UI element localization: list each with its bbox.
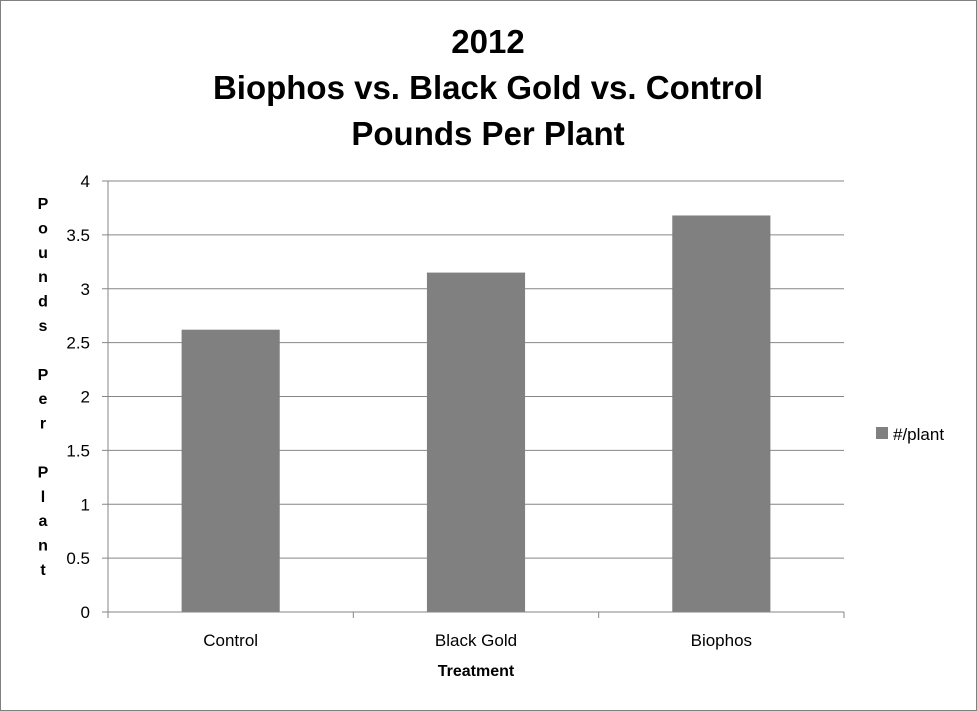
y-tick-label: 0.5 [66, 549, 90, 568]
y-axis-title-char: u [38, 245, 48, 262]
chart-title-line-3: Pounds Per Plant [351, 115, 624, 152]
y-axis-title-char: e [39, 391, 48, 408]
y-tick-label: 2.5 [66, 334, 90, 353]
y-tick-label: 0 [81, 603, 90, 622]
y-axis-title-char: n [38, 269, 48, 286]
x-tick-label: Black Gold [435, 631, 517, 650]
y-tick-labels: 0 0.5 1 1.5 2 2.5 3 3.5 4 [66, 172, 90, 622]
y-axis-title-char: n [38, 538, 48, 555]
bar-black-gold [426, 272, 526, 612]
x-axis-title: Treatment [438, 663, 515, 680]
y-axis-title-char: t [40, 562, 46, 579]
y-axis-title-char: a [39, 513, 48, 530]
y-tick-label: 3 [81, 280, 90, 299]
x-tick-label: Control [203, 631, 258, 650]
y-tick-label: 3.5 [66, 226, 90, 245]
y-axis-title-char: P [38, 196, 49, 213]
chart-title-line-2: Biophos vs. Black Gold vs. Control [213, 69, 763, 106]
y-axis-title-char: o [38, 220, 48, 237]
bar-biophos [672, 215, 771, 613]
y-axis-title-char: P [38, 367, 49, 384]
y-axis-title-char: l [41, 489, 45, 506]
y-tick-label: 1.5 [66, 441, 90, 460]
y-tick-label: 1 [81, 495, 90, 514]
chart-title: 2012 Biophos vs. Black Gold vs. Control … [213, 23, 763, 152]
y-axis-title-char: d [38, 294, 48, 311]
y-tick-label: 2 [81, 388, 90, 407]
legend-swatch [876, 427, 888, 439]
y-axis-title-char: P [38, 464, 49, 481]
legend-label: #/plant [893, 425, 944, 444]
axes [107, 181, 845, 618]
chart-title-line-1: 2012 [451, 23, 524, 60]
legend: #/plant [876, 425, 944, 444]
x-tick-labels: Control Black Gold Biophos [203, 631, 752, 650]
y-axis-title-char: r [40, 416, 46, 433]
bar-control [181, 329, 280, 612]
y-tick-label: 4 [81, 172, 90, 191]
y-axis-title-char: s [39, 318, 48, 335]
bars [181, 215, 771, 613]
x-tick-label: Biophos [691, 631, 752, 650]
